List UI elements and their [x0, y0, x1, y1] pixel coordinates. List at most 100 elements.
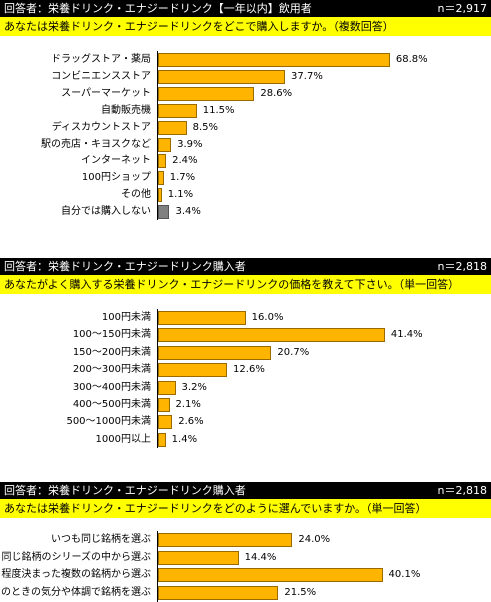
- category-label: 100円ショップ: [81, 172, 151, 184]
- sample-size: n＝2,917: [437, 2, 487, 15]
- bar: [158, 205, 170, 220]
- bar-row: ディスカウントストア 8.5%: [0, 120, 491, 135]
- bar: [158, 432, 166, 447]
- bar: [158, 188, 162, 203]
- y-axis-line: [157, 51, 158, 220]
- bar-row: インターネット 2.4%: [0, 154, 491, 169]
- category-label: 1000円以上: [95, 433, 151, 445]
- bar: [158, 415, 173, 430]
- value-label: 2.6%: [178, 416, 204, 428]
- bar: [158, 103, 197, 118]
- bar-row: 自分では購入しない 3.4%: [0, 205, 491, 220]
- bar: [158, 86, 255, 101]
- value-label: 24.0%: [298, 534, 331, 545]
- value-label: 68.8%: [395, 54, 428, 65]
- bar: [158, 568, 383, 583]
- bar-row: コンビニエンスストア 37.7%: [0, 69, 491, 84]
- category-label: 駅の売店・キヨスクなど: [41, 138, 151, 150]
- category-label: 200～300円未満: [72, 364, 151, 376]
- value-label: 2.1%: [175, 399, 201, 410]
- bar: [158, 380, 176, 395]
- value-label: 16.0%: [251, 312, 284, 323]
- category-label: 500～1000円未満: [66, 416, 151, 428]
- bar-row: 300～400円未満 3.2%: [0, 380, 491, 395]
- value-label: 3.9%: [177, 138, 203, 150]
- sample-size: n＝2,818: [437, 260, 487, 273]
- panel-selection: 回答者：栄養ドリンク・エナジードリンク購入者 n＝2,818 あなたは栄養ドリン…: [0, 482, 491, 602]
- bar: [158, 398, 170, 412]
- sample-size: n＝2,818: [437, 484, 487, 497]
- category-label: いつも同じ銘柄を選ぶ: [51, 534, 151, 545]
- category-label: 150～200円未満: [72, 346, 151, 358]
- bar-row: 100～150円未満 41.4%: [0, 328, 491, 343]
- bar: [158, 328, 385, 343]
- bar: [158, 154, 167, 169]
- value-label: 3.2%: [181, 381, 207, 393]
- panel-header: 回答者：栄養ドリンク・エナジードリンク購入者 n＝2,818: [0, 482, 491, 499]
- value-label: 28.6%: [260, 87, 293, 99]
- value-label: 40.1%: [388, 569, 421, 581]
- category-label: ドラッグストア・薬局: [51, 54, 151, 65]
- category-label: スーパーマーケット: [61, 87, 151, 99]
- y-axis-line: [157, 531, 158, 602]
- category-label: ある程度決まった複数の銘柄から選ぶ: [0, 569, 151, 581]
- value-label: 1.7%: [169, 172, 196, 184]
- value-label: 20.7%: [277, 346, 310, 358]
- value-label: 1.1%: [167, 189, 194, 201]
- bar-row: ドラッグストア・薬局 68.8%: [0, 53, 491, 67]
- bar: [158, 171, 164, 186]
- bar-row: スーパーマーケット 28.6%: [0, 86, 491, 101]
- respondent-label: 回答者：栄養ドリンク・エナジードリンク購入者: [4, 484, 246, 497]
- panel-header: 回答者：栄養ドリンク・エナジードリンク購入者 n＝2,818: [0, 258, 491, 275]
- value-label: 8.5%: [192, 121, 219, 133]
- bar-row: 100円ショップ 1.7%: [0, 171, 491, 186]
- bar-row: 駅の売店・キヨスクなど 3.9%: [0, 137, 491, 152]
- panel-header: 回答者：栄養ドリンク・エナジードリンク【一年以内】飲用者 n＝2,917: [0, 0, 491, 17]
- value-label: 21.5%: [284, 587, 317, 599]
- value-label: 37.7%: [291, 70, 323, 82]
- bar-row: 200～300円未満 12.6%: [0, 363, 491, 378]
- value-label: 14.4%: [244, 551, 277, 563]
- panel-price: 回答者：栄養ドリンク・エナジードリンク購入者 n＝2,818 あなたがよく購入す…: [0, 258, 491, 458]
- bar-row: いつも同じ銘柄を選ぶ 24.0%: [0, 533, 491, 547]
- bar-row: 150～200円未満 20.7%: [0, 345, 491, 360]
- category-label: 自動販売機: [101, 104, 151, 116]
- category-label: 100～150円未満: [72, 329, 151, 341]
- category-label: その他: [121, 189, 151, 201]
- category-label: そのときの気分や体調で銘柄を選ぶ: [0, 587, 151, 599]
- value-label: 2.4%: [172, 155, 198, 167]
- bar: [158, 586, 279, 601]
- value-label: 3.4%: [175, 206, 201, 218]
- bar-row: その他 1.1%: [0, 188, 491, 203]
- bar: [158, 137, 172, 152]
- category-label: 100円未満: [101, 312, 151, 323]
- category-label: 300～400円未満: [72, 381, 151, 393]
- question-text: あなたは栄養ドリンク・エナジードリンクをどこで購入しますか。（複数回答）: [4, 20, 394, 33]
- value-label: 41.4%: [390, 329, 423, 341]
- bar-row: 1000円以上 1.4%: [0, 432, 491, 447]
- category-label: コンビニエンスストア: [51, 70, 151, 82]
- category-label: 400～500円未満: [72, 399, 151, 410]
- question-text: あなたがよく購入する栄養ドリンク・エナジードリンクの価格を教えて下さい。（単一回…: [4, 278, 460, 291]
- value-label: 12.6%: [233, 364, 265, 376]
- question-bar: あなたは栄養ドリンク・エナジードリンクをどのように選んでいますか。（単一回答）: [0, 499, 491, 518]
- bar-row: 500～1000円未満 2.6%: [0, 415, 491, 430]
- category-label: 同じ銘柄のシリーズの中から選ぶ: [1, 551, 152, 563]
- bar-row: 100円未満 16.0%: [0, 311, 491, 325]
- bar-row: ある程度決まった複数の銘柄から選ぶ 40.1%: [0, 568, 491, 583]
- bar-row: 400～500円未満 2.1%: [0, 398, 491, 412]
- bar: [158, 53, 390, 67]
- category-label: ディスカウントストア: [51, 121, 151, 133]
- question-text: あなたは栄養ドリンク・エナジードリンクをどのように選んでいますか。（単一回答）: [4, 502, 427, 515]
- bar: [158, 363, 228, 378]
- bar: [158, 120, 187, 135]
- category-label: 自分では購入しない: [61, 206, 151, 218]
- question-bar: あなたは栄養ドリンク・エナジードリンクをどこで購入しますか。（複数回答）: [0, 17, 491, 36]
- bar-row: そのときの気分や体調で銘柄を選ぶ 21.5%: [0, 586, 491, 601]
- question-bar: あなたがよく購入する栄養ドリンク・エナジードリンクの価格を教えて下さい。（単一回…: [0, 275, 491, 294]
- bar: [158, 69, 286, 84]
- panel-purchase-place: 回答者：栄養ドリンク・エナジードリンク【一年以内】飲用者 n＝2,917 あなた…: [0, 0, 491, 228]
- y-axis-line: [157, 309, 158, 449]
- respondent-label: 回答者：栄養ドリンク・エナジードリンク購入者: [4, 260, 246, 273]
- bar: [158, 311, 246, 325]
